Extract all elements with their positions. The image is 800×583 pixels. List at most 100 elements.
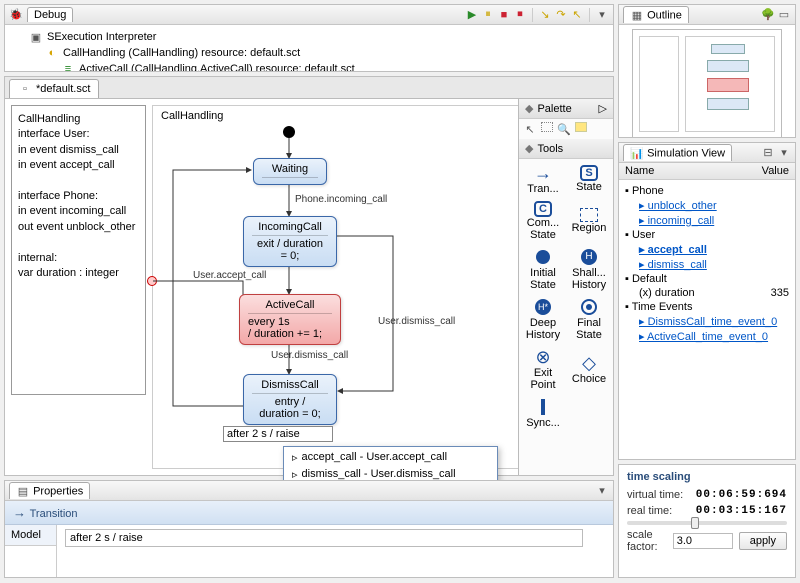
palette-header: ◆Palette▷ [519,99,613,119]
trans-dismiss2: User.dismiss_call [378,316,455,327]
resume-icon[interactable]: ▶ [465,8,479,22]
props-menu-icon[interactable]: ▾ [595,484,609,498]
editor-pane: ▫ *default.sct CallHandling interface Us… [4,76,614,476]
outline-thumb-icon[interactable]: ▭ [777,8,791,22]
state-incoming[interactable]: IncomingCall exit / duration = 0; [243,216,337,267]
tree-row-callhandling[interactable]: ◐CallHandling (CallHandling) resource: d… [13,45,605,61]
sim-row-default: ▪ Default [625,272,789,286]
tree-row-activecall[interactable]: ≡ActiveCall (CallHandling.ActiveCall) re… [13,61,605,71]
properties-value-input[interactable] [65,529,583,547]
properties-section-title: → Transition [5,501,613,525]
simulation-tree: ▪ Phone▸ unblock_other▸ incoming_call▪ U… [619,180,795,459]
step-into-icon[interactable]: ↘ [538,8,552,22]
sim-row-unblock_other[interactable]: ▸ unblock_other [625,198,789,213]
outline-header: ▦ Outline 🌳▭ [619,5,795,25]
ts-real-label: real time: [627,505,690,517]
simulation-pane: 📊 Simulation View ⊟▾ NameValue ▪ Phone▸ … [618,142,796,460]
sim-collapse-icon[interactable]: ⊟ [761,146,775,160]
select-tool-icon[interactable]: ↖ [523,122,537,136]
palette-region[interactable]: Region [567,199,611,243]
inline-editor[interactable]: after 2 s / raise [223,426,333,442]
palette-transition[interactable]: →Tran... [521,161,565,197]
suspend-icon[interactable]: ⏸ [481,8,495,22]
trans-accept: User.accept_call [193,270,266,281]
outline-pane: ▦ Outline 🌳▭ [618,4,796,138]
properties-header: ▤ Properties ▾ [5,481,613,501]
palette-deep-history[interactable]: H*Deep History [521,295,565,343]
sim-row-duration: (x) duration335 [625,286,789,300]
palette-final[interactable]: Final State [567,295,611,343]
step-over-icon[interactable]: ↷ [554,8,568,22]
debug-tree: ▣SExecution Interpreter ◐CallHandling (C… [5,25,613,71]
editor-tab-label: *default.sct [36,83,90,95]
state-active[interactable]: ActiveCall every 1s / duration += 1; [239,294,341,345]
ts-apply-button[interactable]: apply [739,532,787,550]
properties-side-tabs: Model [5,525,57,577]
palette-tools-header: ◆Tools [519,139,613,159]
file-icon: ▫ [18,82,32,96]
sim-row-dismisscall_time_event_0[interactable]: ▸ DismissCall_time_event_0 [625,314,789,329]
step-return-icon[interactable]: ↖ [570,8,584,22]
sim-row-activecall_time_event_0[interactable]: ▸ ActiveCall_time_event_0 [625,329,789,344]
state-dismiss[interactable]: DismissCall entry / duration = 0; [243,374,337,425]
tree-row-interpreter[interactable]: ▣SExecution Interpreter [13,29,605,45]
palette-composite[interactable]: CCom... State [521,199,565,243]
note-tool-icon[interactable] [575,122,587,132]
terminate-icon[interactable]: ■ [497,8,511,22]
editor-tabs: ▫ *default.sct [5,77,613,99]
stop-icon[interactable]: ⏹ [513,8,527,22]
ts-virtual-label: virtual time: [627,489,690,501]
simulation-header: 📊 Simulation View ⊟▾ [619,143,795,163]
palette-shallow-history[interactable]: HShall... History [567,245,611,293]
marquee-tool-icon[interactable] [541,122,553,132]
editor-tab-default[interactable]: ▫ *default.sct [9,79,99,98]
debug-title[interactable]: Debug [27,7,73,22]
debug-toolbar: ▶ ⏸ ■ ⏹ ↘ ↷ ↖ ▾ [465,8,609,22]
palette-exit[interactable]: ⊗Exit Point [521,345,565,393]
palette-choice[interactable]: ◇Choice [567,345,611,393]
debug-pane: 🐞 Debug ▶ ⏸ ■ ⏹ ↘ ↷ ↖ ▾ ▣SExecution Inte… [4,4,614,72]
debug-header: 🐞 Debug ▶ ⏸ ■ ⏹ ↘ ↷ ↖ ▾ [5,5,613,25]
palette: ◆Palette▷ ↖ 🔍 ◆Tools →Tran... SState CCo… [518,99,613,475]
palette-tools-grid: →Tran... SState CCom... State Region Ini… [519,159,613,433]
palette-state[interactable]: SState [567,161,611,197]
interface-spec: CallHandling interface User: in event di… [11,105,146,395]
sim-row-dismiss_call[interactable]: ▸ dismiss_call [625,257,789,272]
properties-body: Model [5,525,613,577]
ts-scale-input[interactable] [673,533,733,549]
simulation-columns: NameValue [619,163,795,180]
menu-icon[interactable]: ▾ [595,8,609,22]
time-scaling-pane: time scaling virtual time:00:06:59:694 r… [618,464,796,578]
outline-tree-icon[interactable]: 🌳 [761,8,775,22]
palette-sync[interactable]: Sync... [521,395,565,431]
time-scaling-body: time scaling virtual time:00:06:59:694 r… [619,465,795,561]
properties-tab[interactable]: ▤ Properties [9,482,90,499]
sim-row-user: ▪ User [625,228,789,242]
simulation-title[interactable]: 📊 Simulation View [623,144,732,161]
palette-initial[interactable]: Initial State [521,245,565,293]
zoom-tool-icon[interactable]: 🔍 [557,122,571,136]
trans-incoming: Phone.incoming_call [295,194,387,205]
properties-tab-model[interactable]: Model [5,525,56,546]
sim-menu-icon[interactable]: ▾ [777,146,791,160]
palette-basic-tools: ↖ 🔍 [519,119,613,139]
ts-slider[interactable] [627,521,787,525]
sim-row-time-events: ▪ Time Events [625,300,789,314]
state-waiting[interactable]: Waiting [253,158,327,185]
diagram-title-label: CallHandling [161,110,223,122]
entry-point[interactable] [147,276,157,286]
ts-title: time scaling [627,471,787,483]
initial-state[interactable] [283,126,295,138]
ts-scale-label: scale factor: [627,529,667,553]
sim-row-incoming_call[interactable]: ▸ incoming_call [625,213,789,228]
popup-item-accept[interactable]: ▹accept_call - User.accept_call [286,449,495,466]
properties-pane: ▤ Properties ▾ → Transition Model [4,480,614,578]
editor-canvas[interactable]: CallHandling interface User: in event di… [5,99,613,475]
debug-icon: 🐞 [9,8,23,22]
sim-row-phone: ▪ Phone [625,184,789,198]
outline-title[interactable]: ▦ Outline [623,6,689,23]
trans-dismiss1: User.dismiss_call [271,350,348,361]
outline-body[interactable] [619,25,795,137]
sim-row-accept_call[interactable]: ▸ accept_call [625,242,789,257]
outline-thumbnail[interactable] [632,29,782,137]
